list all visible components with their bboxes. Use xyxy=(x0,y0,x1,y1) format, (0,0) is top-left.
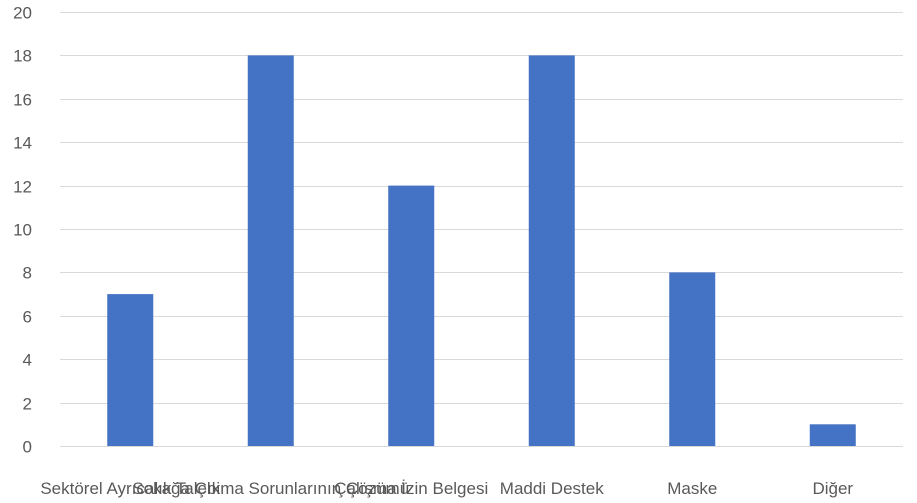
x-category-label: Sektörel Ayrıcalık Talebi xyxy=(40,479,220,498)
x-category-label: Maddi Destek xyxy=(500,479,604,498)
y-tick-label: 10 xyxy=(13,221,32,240)
y-tick-label: 20 xyxy=(13,4,32,23)
y-tick-label: 8 xyxy=(23,264,32,283)
bars xyxy=(107,55,856,447)
y-tick-label: 2 xyxy=(23,395,32,414)
y-tick-label: 6 xyxy=(23,308,32,327)
y-tick-label: 18 xyxy=(13,47,32,66)
bar xyxy=(388,185,435,446)
bar xyxy=(528,55,575,447)
bar xyxy=(809,424,856,446)
gridlines xyxy=(60,12,903,447)
y-tick-label: 0 xyxy=(23,438,32,457)
y-tick-label: 16 xyxy=(13,91,32,110)
x-category-label: Çalışma İzin Belgesi xyxy=(334,479,488,498)
y-tick-label: 4 xyxy=(23,351,32,370)
x-category-label: Sokağa Çıkma Sorunlarının Çözümü xyxy=(132,479,409,498)
y-tick-label: 14 xyxy=(13,134,32,153)
bar xyxy=(669,272,716,446)
y-tick-label: 12 xyxy=(13,178,32,197)
bar xyxy=(107,294,154,446)
y-axis-tick-labels: 0 2 4 6 8 10 12 14 16 18 20 xyxy=(13,4,32,457)
x-category-label: Diğer xyxy=(812,479,853,498)
x-category-label: Maske xyxy=(667,479,717,498)
bar xyxy=(247,55,294,447)
